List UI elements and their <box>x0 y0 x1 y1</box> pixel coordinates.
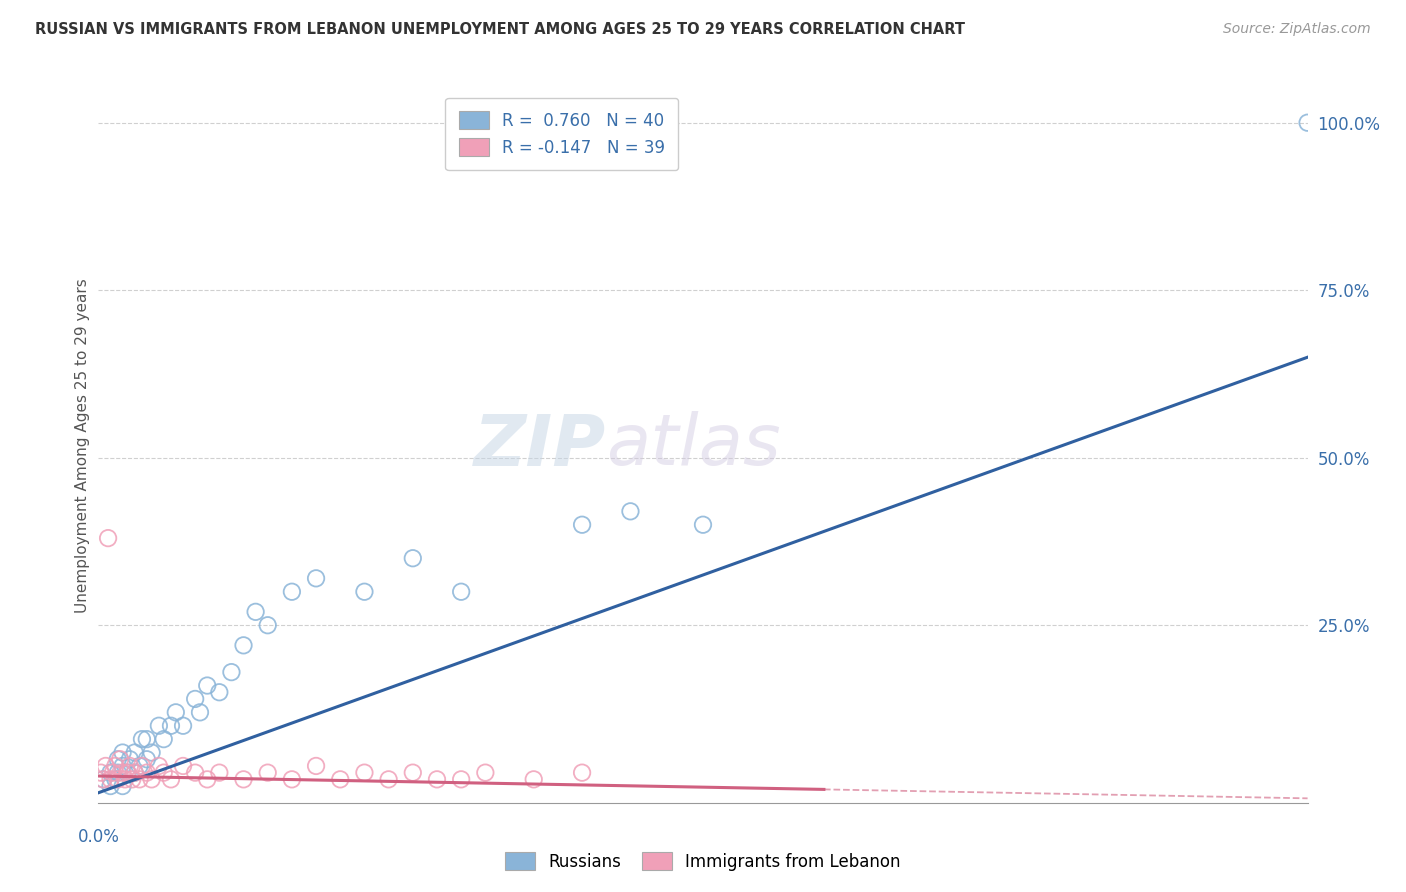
Text: Source: ZipAtlas.com: Source: ZipAtlas.com <box>1223 22 1371 37</box>
Point <box>221 665 243 680</box>
Point <box>91 772 114 787</box>
Point <box>111 765 134 780</box>
Point <box>135 752 157 766</box>
Point <box>256 618 278 632</box>
Point <box>135 732 157 747</box>
Point <box>141 772 163 787</box>
Point <box>114 772 136 787</box>
Point <box>208 685 231 699</box>
Point <box>402 551 425 566</box>
Point <box>245 605 267 619</box>
Point <box>1296 116 1319 130</box>
Point <box>94 759 117 773</box>
Point <box>124 746 146 760</box>
Point <box>111 779 134 793</box>
Point <box>692 517 714 532</box>
Point <box>571 765 593 780</box>
Point <box>281 772 304 787</box>
Point <box>281 584 304 599</box>
Legend: Russians, Immigrants from Lebanon: Russians, Immigrants from Lebanon <box>498 844 908 880</box>
Text: ZIP: ZIP <box>474 411 606 481</box>
Point <box>100 779 122 793</box>
Legend: R =  0.760   N = 40, R = -0.147   N = 39: R = 0.760 N = 40, R = -0.147 N = 39 <box>446 97 678 169</box>
Point <box>450 772 472 787</box>
Point <box>305 571 328 585</box>
Point <box>131 759 153 773</box>
Point <box>104 772 127 787</box>
Text: 0.0%: 0.0% <box>77 828 120 846</box>
Point <box>305 759 328 773</box>
Point <box>117 765 139 780</box>
Point <box>97 531 120 545</box>
Point <box>108 752 131 766</box>
Point <box>619 504 641 518</box>
Point <box>90 765 112 780</box>
Text: RUSSIAN VS IMMIGRANTS FROM LEBANON UNEMPLOYMENT AMONG AGES 25 TO 29 YEARS CORREL: RUSSIAN VS IMMIGRANTS FROM LEBANON UNEMP… <box>35 22 965 37</box>
Point <box>353 765 375 780</box>
Point <box>571 517 593 532</box>
Point <box>426 772 449 787</box>
Point <box>107 772 129 787</box>
Point <box>91 772 114 787</box>
Point <box>165 706 187 720</box>
Point <box>100 765 122 780</box>
Point <box>128 759 150 773</box>
Point <box>329 772 352 787</box>
Point <box>160 719 183 733</box>
Point <box>172 759 194 773</box>
Point <box>256 765 278 780</box>
Point <box>208 765 231 780</box>
Point <box>152 732 174 747</box>
Point <box>148 719 170 733</box>
Point <box>195 679 218 693</box>
Point <box>184 692 207 706</box>
Point <box>141 746 163 760</box>
Point <box>111 759 134 773</box>
Point <box>135 765 157 780</box>
Point <box>121 772 143 787</box>
Y-axis label: Unemployment Among Ages 25 to 29 years: Unemployment Among Ages 25 to 29 years <box>75 278 90 614</box>
Point <box>377 772 399 787</box>
Point <box>353 584 375 599</box>
Point <box>107 765 129 780</box>
Point <box>124 765 146 780</box>
Point <box>232 638 254 652</box>
Point <box>101 765 124 780</box>
Point <box>104 759 127 773</box>
Point <box>118 752 141 766</box>
Point <box>111 746 134 760</box>
Point <box>402 765 425 780</box>
Point <box>118 759 141 773</box>
Point <box>152 765 174 780</box>
Point <box>128 772 150 787</box>
Point <box>124 765 146 780</box>
Point <box>188 706 211 720</box>
Point <box>232 772 254 787</box>
Point <box>195 772 218 787</box>
Point <box>131 732 153 747</box>
Point <box>160 772 183 787</box>
Text: atlas: atlas <box>606 411 780 481</box>
Point <box>523 772 546 787</box>
Point <box>450 584 472 599</box>
Point <box>148 759 170 773</box>
Point <box>474 765 496 780</box>
Point <box>172 719 194 733</box>
Point <box>100 772 122 787</box>
Point <box>184 765 207 780</box>
Point <box>107 752 129 766</box>
Point <box>117 765 139 780</box>
